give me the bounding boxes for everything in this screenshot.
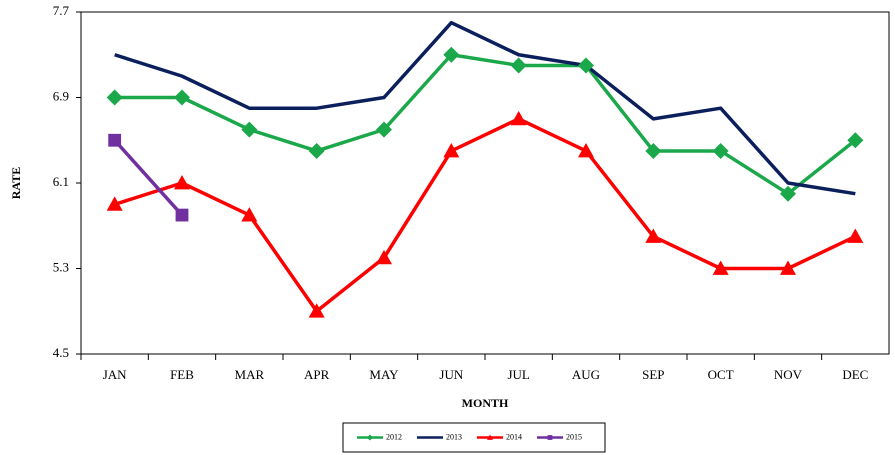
legend-label: 2014 (506, 432, 522, 441)
marker (443, 142, 460, 158)
marker (578, 57, 594, 74)
marker (106, 89, 123, 106)
y-tick-label: 5.3 (53, 259, 69, 274)
y-axis-label: RATE (9, 167, 23, 199)
x-tick-label: JAN (103, 367, 127, 382)
x-tick-label: JUL (507, 367, 529, 382)
marker (174, 89, 190, 106)
marker (847, 132, 864, 149)
marker (645, 142, 662, 159)
marker (510, 110, 527, 126)
marker (712, 260, 729, 275)
marker (174, 175, 190, 190)
x-tick-label: SEP (642, 367, 664, 382)
x-tick-label: FEB (170, 367, 194, 382)
series-line (113, 139, 184, 217)
marker (308, 142, 325, 159)
marker (780, 260, 796, 275)
marker (780, 185, 796, 202)
x-axis-label: MONTH (462, 396, 509, 410)
marker (106, 196, 123, 211)
marker (308, 303, 325, 318)
marker (367, 434, 373, 441)
y-tick-label: 4.5 (53, 345, 69, 360)
x-tick-label: OCT (708, 367, 734, 382)
x-tick-label: JUN (439, 367, 463, 382)
y-tick-label: 7.7 (53, 3, 70, 18)
marker (443, 46, 460, 63)
x-tick-label: APR (304, 367, 330, 382)
y-tick-label: 6.1 (53, 174, 69, 189)
series-line (114, 53, 857, 196)
marker (510, 57, 527, 74)
y-tick-label: 6.9 (53, 88, 69, 103)
legend-label: 2015 (566, 432, 582, 441)
x-tick-label: NOV (774, 367, 803, 382)
marker (108, 133, 122, 147)
series-line (114, 117, 857, 313)
marker (547, 435, 553, 440)
marker (376, 249, 392, 265)
series-line (114, 20, 856, 196)
legend-label: 2013 (446, 432, 462, 441)
marker (645, 228, 662, 243)
marker (712, 142, 729, 159)
marker (241, 207, 258, 222)
x-tick-label: MAR (235, 367, 265, 382)
x-tick-label: DEC (842, 367, 868, 382)
x-tick-label: MAY (369, 367, 399, 382)
plot-area (80, 11, 890, 355)
marker (578, 142, 594, 158)
marker (847, 228, 864, 243)
marker (241, 121, 258, 138)
marker (376, 121, 392, 138)
marker (175, 208, 189, 222)
x-tick-label: AUG (572, 367, 600, 382)
legend-label: 2012 (386, 432, 402, 441)
marker (487, 434, 493, 440)
